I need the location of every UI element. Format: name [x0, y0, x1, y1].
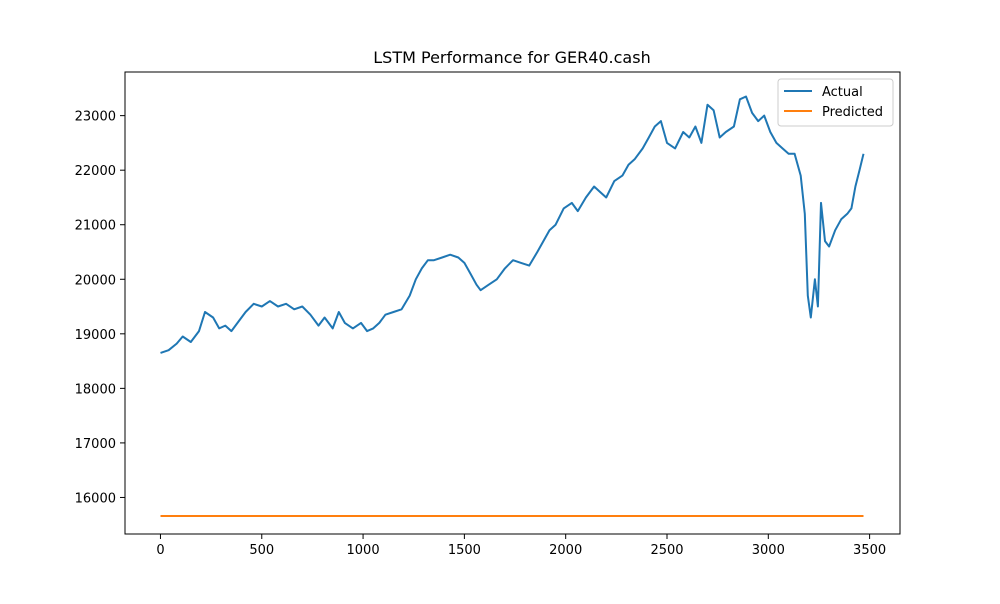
y-tick-label: 18000 — [75, 382, 116, 397]
x-tick-label: 3500 — [853, 543, 886, 558]
plot-frame — [124, 71, 901, 535]
x-tick-label: 1000 — [347, 543, 380, 558]
legend-label-predicted: Predicted — [822, 105, 883, 120]
x-tick-label: 2000 — [549, 543, 582, 558]
y-tick-label: 20000 — [75, 273, 116, 288]
legend-label-actual: Actual — [822, 85, 863, 100]
chart-title: LSTM Performance for GER40.cash — [373, 48, 650, 67]
y-axis: 16000 17000 18000 19000 20000 21000 22000 23000 — [75, 110, 125, 506]
y-tick-label: 19000 — [75, 328, 116, 343]
x-tick-label: 2500 — [650, 543, 683, 558]
x-axis: 0 500 1000 1500 2000 2500 3000 3500 — [156, 534, 886, 558]
y-tick-label: 21000 — [75, 219, 116, 234]
y-tick-label: 22000 — [75, 164, 116, 179]
legend: Actual Predicted — [777, 78, 894, 127]
x-tick-label: 3000 — [752, 543, 785, 558]
series-layer — [160, 95, 865, 517]
x-tick-label: 1500 — [448, 543, 481, 558]
x-tick-label: 0 — [156, 543, 164, 558]
y-tick-label: 16000 — [75, 491, 116, 506]
series-line-actual — [160, 95, 865, 354]
x-tick-label: 500 — [249, 543, 274, 558]
y-tick-label: 17000 — [75, 437, 116, 452]
y-tick-label: 23000 — [75, 110, 116, 125]
